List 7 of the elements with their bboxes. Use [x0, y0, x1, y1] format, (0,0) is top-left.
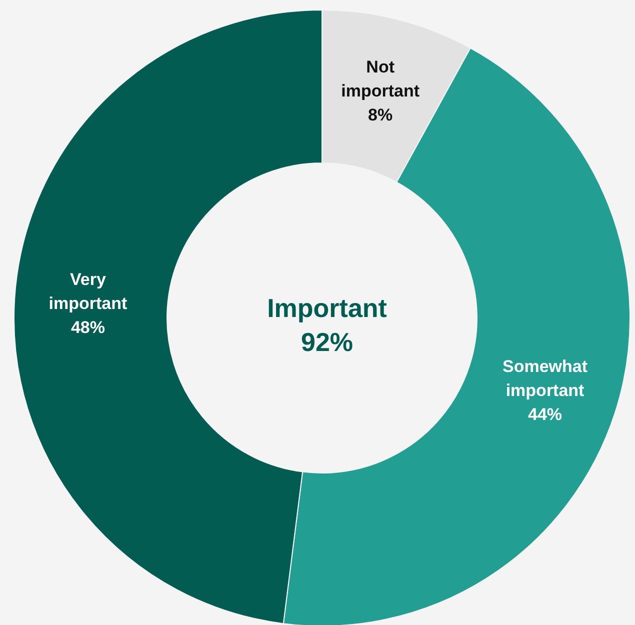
slice-label: Somewhat important: [502, 356, 588, 400]
data-label: 8%: [368, 105, 393, 124]
data-label: 48%: [70, 318, 105, 337]
data-label: 44%: [528, 404, 562, 424]
slice-label: Very important: [48, 270, 128, 313]
slice-label: Not important: [341, 57, 420, 100]
text: Important 92%: [267, 293, 388, 357]
